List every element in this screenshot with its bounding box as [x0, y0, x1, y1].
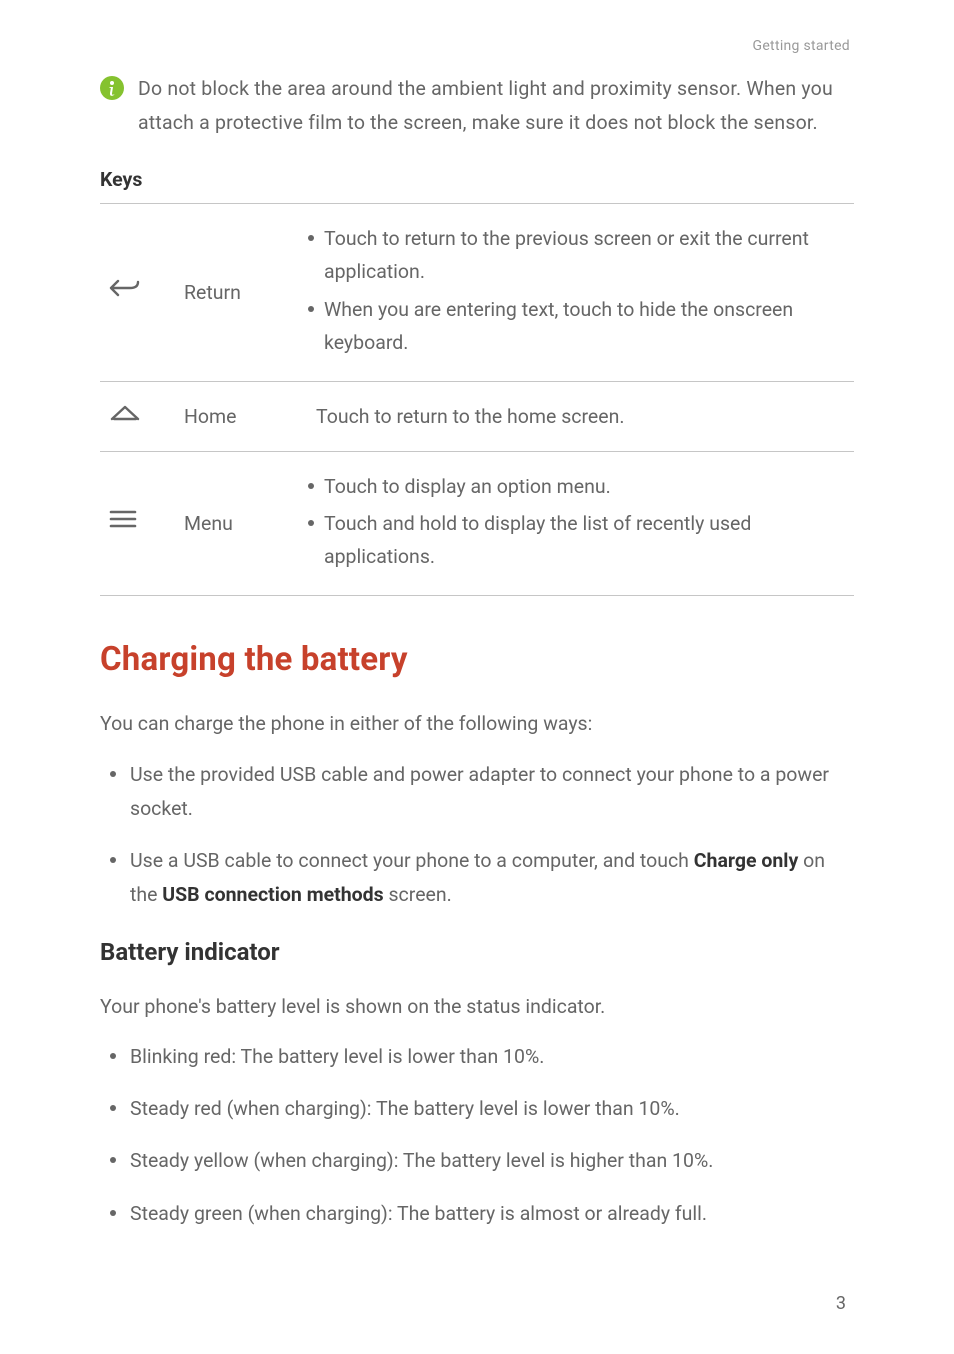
page-header-label: Getting started: [753, 38, 851, 54]
list-item: Use a USB cable to connect your phone to…: [108, 844, 854, 912]
key-icon-cell: [100, 451, 176, 595]
list-item: Steady red (when charging): The battery …: [108, 1092, 854, 1126]
return-icon: [108, 276, 142, 309]
key-desc: Touch to display an option menu. Touch a…: [296, 451, 854, 595]
table-row: Menu Touch to display an option menu. To…: [100, 451, 854, 595]
key-desc: Touch to return to the previous screen o…: [296, 204, 854, 382]
keys-heading: Keys: [100, 168, 854, 191]
key-icon-cell: [100, 204, 176, 382]
battery-intro: Your phone's battery level is shown on t…: [100, 990, 854, 1024]
subsection-title-battery-indicator: Battery indicator: [100, 938, 854, 966]
keys-table: Return Touch to return to the previous s…: [100, 203, 854, 596]
charging-ways-list: Use the provided USB cable and power ada…: [100, 758, 854, 913]
key-name: Return: [176, 204, 296, 382]
key-desc-item: Touch and hold to display the list of re…: [308, 507, 846, 573]
key-desc-item: Touch to return to the previous screen o…: [308, 222, 846, 288]
info-icon: [100, 76, 124, 104]
list-item: Blinking red: The battery level is lower…: [108, 1040, 854, 1074]
section-title-charging: Charging the battery: [100, 640, 854, 679]
table-row: Return Touch to return to the previous s…: [100, 204, 854, 382]
charging-intro: You can charge the phone in either of th…: [100, 707, 854, 741]
key-name: Home: [176, 381, 296, 451]
table-row: Home Touch to return to the home screen.: [100, 381, 854, 451]
page-number: 3: [836, 1293, 846, 1314]
list-item: Steady green (when charging): The batter…: [108, 1197, 854, 1231]
home-icon: [108, 400, 142, 433]
list-item: Steady yellow (when charging): The batte…: [108, 1144, 854, 1178]
key-desc-item: When you are entering text, touch to hid…: [308, 293, 846, 359]
key-desc-item: Touch to display an option menu.: [308, 470, 846, 503]
key-name: Menu: [176, 451, 296, 595]
tip-text: Do not block the area around the ambient…: [138, 72, 854, 140]
battery-indicator-list: Blinking red: The battery level is lower…: [100, 1040, 854, 1231]
tip-block: Do not block the area around the ambient…: [100, 72, 854, 140]
key-desc: Touch to return to the home screen.: [296, 381, 854, 451]
list-item: Use the provided USB cable and power ada…: [108, 758, 854, 826]
key-icon-cell: [100, 381, 176, 451]
menu-icon: [108, 507, 138, 540]
